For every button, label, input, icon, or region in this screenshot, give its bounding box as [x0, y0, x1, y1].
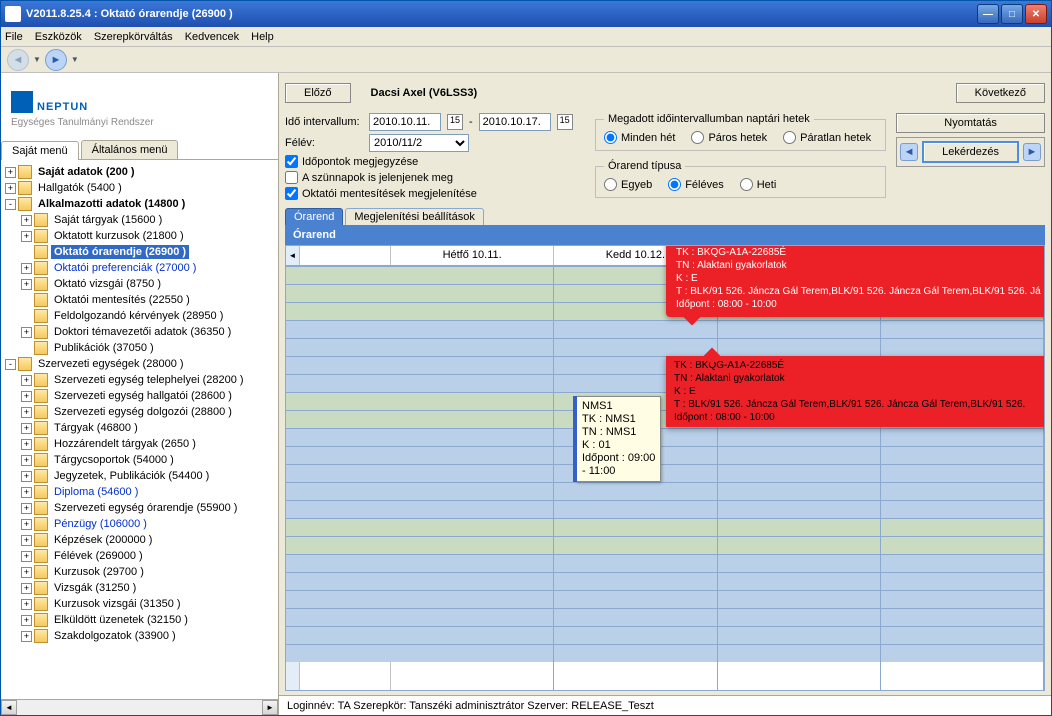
- nav-forward-button[interactable]: ►: [45, 49, 67, 71]
- tree-item[interactable]: +Hallgatók (5400 ): [3, 180, 276, 196]
- nav-tree[interactable]: +Saját adatok (200 )+Hallgatók (5400 )-A…: [1, 160, 278, 699]
- person-name: Dacsi Axel (V6LSS3): [371, 87, 478, 99]
- side-tabs: Saját menü Általános menü: [1, 140, 278, 160]
- tree-item[interactable]: Oktató órarendje (26900 ): [3, 244, 276, 260]
- schedule-header: Órarend: [285, 225, 1045, 245]
- semester-select[interactable]: 2010/11/2: [369, 134, 469, 152]
- cb-remember-times[interactable]: [285, 155, 298, 168]
- titlebar: V2011.8.25.4 : Oktató órarendje (26900 )…: [1, 1, 1051, 27]
- next-button[interactable]: Következő: [956, 83, 1045, 103]
- content-panel: Előző Dacsi Axel (V6LSS3) Következő Idő …: [279, 73, 1051, 715]
- navbar: ◄▼ ►▼: [1, 47, 1051, 73]
- radio-other[interactable]: [604, 178, 617, 191]
- schedule-tabs: Órarend Megjelenítési beállítások: [285, 208, 1045, 225]
- status-bar: Loginnév: TA Szerepkör: Tanszéki adminis…: [279, 695, 1051, 715]
- tab-own-menu[interactable]: Saját menü: [1, 141, 79, 160]
- tree-item[interactable]: +Tárgyak (46800 ): [3, 420, 276, 436]
- cb-exemptions[interactable]: [285, 187, 298, 200]
- scroll-left-icon[interactable]: ◄: [286, 246, 300, 265]
- scroll-left[interactable]: ◄: [1, 700, 17, 715]
- tree-item[interactable]: +Szakdolgozatok (33900 ): [3, 628, 276, 644]
- event-popup: ⓘBKQG-A1A-22685É TK : BKQG-A1A-22685É TN…: [666, 245, 1045, 317]
- cb-holidays[interactable]: [285, 171, 298, 184]
- tree-item[interactable]: Publikációk (37050 ): [3, 340, 276, 356]
- tree-hscrollbar[interactable]: ◄ ►: [1, 699, 278, 715]
- tree-item[interactable]: -Szervezeti egységek (28000 ): [3, 356, 276, 372]
- interval-label: Idő intervallum:: [285, 116, 363, 128]
- type-fieldset: Órarend típusa Egyeb Féléves Heti: [595, 160, 886, 198]
- tree-item[interactable]: +Félévek (269000 ): [3, 548, 276, 564]
- tree-item[interactable]: Feldolgozandó kérvények (28950 ): [3, 308, 276, 324]
- date-to-input[interactable]: [479, 113, 551, 131]
- query-button[interactable]: Lekérdezés: [922, 141, 1019, 163]
- close-button[interactable]: ✕: [1025, 4, 1047, 24]
- weeks-fieldset: Megadott időintervallumban naptári hetek…: [595, 113, 886, 151]
- window-title: V2011.8.25.4 : Oktató órarendje (26900 ): [26, 8, 977, 20]
- radio-all-weeks[interactable]: [604, 131, 617, 144]
- radio-odd-weeks[interactable]: [783, 131, 796, 144]
- tree-item[interactable]: +Kurzusok vizsgái (31350 ): [3, 596, 276, 612]
- app-icon: [5, 6, 21, 22]
- calendar-icon[interactable]: 15: [447, 114, 463, 130]
- prev-button[interactable]: Előző: [285, 83, 351, 103]
- tree-item[interactable]: Oktatói mentesítés (22550 ): [3, 292, 276, 308]
- menu-tools[interactable]: Eszközök: [35, 31, 82, 43]
- tree-item[interactable]: +Szervezeti egység dolgozói (28800 ): [3, 404, 276, 420]
- tree-item[interactable]: +Szervezeti egység hallgatói (28600 ): [3, 388, 276, 404]
- minimize-button[interactable]: —: [977, 4, 999, 24]
- event-tooltip: NMS1 TK : NMS1 TN : NMS1 K : 01 Időpont …: [576, 396, 661, 482]
- tree-item[interactable]: +Tárgycsoportok (54000 ): [3, 452, 276, 468]
- menu-favorites[interactable]: Kedvencek: [185, 31, 239, 43]
- tree-item[interactable]: +Pénzügy (106000 ): [3, 516, 276, 532]
- tab-display-settings[interactable]: Megjelenítési beállítások: [345, 208, 483, 225]
- print-button[interactable]: Nyomtatás: [896, 113, 1045, 133]
- tree-item[interactable]: +Hozzárendelt tárgyak (2650 ): [3, 436, 276, 452]
- menu-help[interactable]: Help: [251, 31, 274, 43]
- semester-label: Félév:: [285, 137, 363, 149]
- day-header: Hétfő 10.11.: [391, 246, 554, 265]
- menu-file[interactable]: File: [5, 31, 23, 43]
- tab-schedule[interactable]: Órarend: [285, 208, 343, 225]
- tree-item[interactable]: +Szervezeti egység órarendje (55900 ): [3, 500, 276, 516]
- tree-item[interactable]: +Doktori témavezetői adatok (36350 ): [3, 324, 276, 340]
- event-popup-secondary: TK : BKQG-A1A-22685É TN : Alaktani gyako…: [666, 356, 1045, 427]
- radio-weekly[interactable]: [740, 178, 753, 191]
- radio-even-weeks[interactable]: [691, 131, 704, 144]
- tree-item[interactable]: +Saját adatok (200 ): [3, 164, 276, 180]
- tab-general-menu[interactable]: Általános menü: [81, 140, 179, 159]
- side-panel: NEPTUN Egységes Tanulmányi Rendszer Sajá…: [1, 73, 279, 715]
- query-next[interactable]: ►: [1023, 143, 1041, 161]
- day-column: [881, 266, 1044, 690]
- tree-item[interactable]: +Oktatott kurzusok (21800 ): [3, 228, 276, 244]
- tree-item[interactable]: +Oktatói preferenciák (27000 ): [3, 260, 276, 276]
- date-from-input[interactable]: [369, 113, 441, 131]
- maximize-button[interactable]: □: [1001, 4, 1023, 24]
- tree-item[interactable]: +Szervezeti egység telephelyei (28200 ): [3, 372, 276, 388]
- logo: NEPTUN Egységes Tanulmányi Rendszer: [1, 73, 278, 134]
- tree-item[interactable]: +Elküldött üzenetek (32150 ): [3, 612, 276, 628]
- radio-semester[interactable]: [668, 178, 681, 191]
- day-column: [718, 266, 881, 690]
- calendar-icon[interactable]: 15: [557, 114, 573, 130]
- query-prev[interactable]: ◄: [900, 143, 918, 161]
- tree-item[interactable]: +Saját tárgyak (15600 ): [3, 212, 276, 228]
- schedule-grid[interactable]: ◄ Hétfő 10.11. Kedd 10.12. Szerda 10.13.…: [285, 245, 1045, 691]
- day-column: [391, 266, 554, 690]
- tree-item[interactable]: -Alkalmazotti adatok (14800 ): [3, 196, 276, 212]
- tree-item[interactable]: +Oktató vizsgái (8750 ): [3, 276, 276, 292]
- tree-item[interactable]: +Jegyzetek, Publikációk (54400 ): [3, 468, 276, 484]
- menubar: File Eszközök Szerepkörváltás Kedvencek …: [1, 27, 1051, 47]
- scroll-right[interactable]: ►: [262, 700, 278, 715]
- tree-item[interactable]: +Képzések (200000 ): [3, 532, 276, 548]
- tree-item[interactable]: +Diploma (54600 ): [3, 484, 276, 500]
- nav-back-button[interactable]: ◄: [7, 49, 29, 71]
- tree-item[interactable]: +Kurzusok (29700 ): [3, 564, 276, 580]
- tree-item[interactable]: +Vizsgák (31250 ): [3, 580, 276, 596]
- menu-role[interactable]: Szerepkörváltás: [94, 31, 173, 43]
